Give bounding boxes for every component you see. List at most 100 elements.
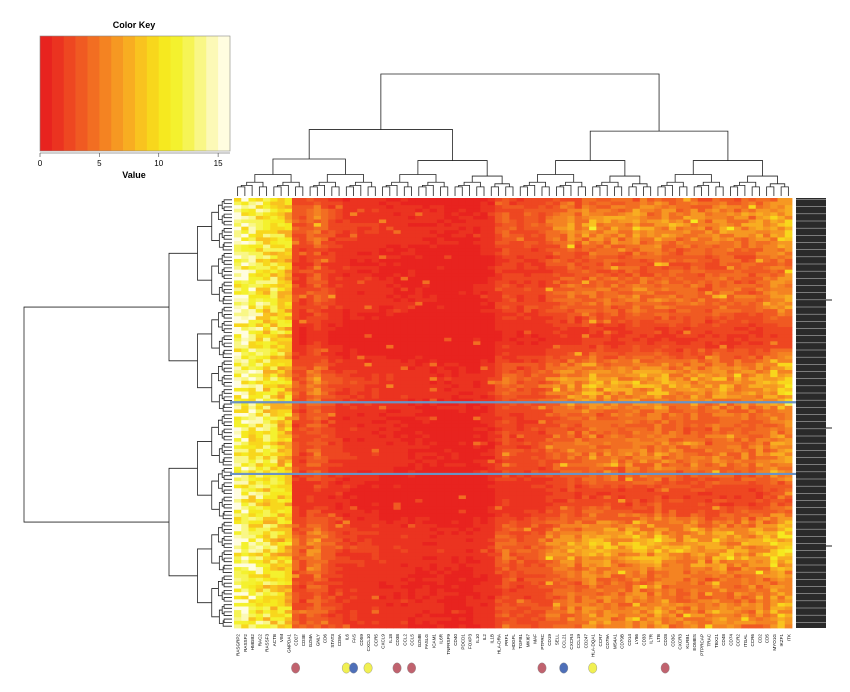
heatmap-cell	[364, 384, 373, 389]
heatmap-cell	[291, 373, 300, 378]
heatmap-cell	[335, 395, 344, 400]
heatmap-cell	[596, 405, 604, 410]
heatmap-cell	[415, 366, 423, 371]
heatmap-cell	[632, 305, 641, 310]
heatmap-cell	[552, 309, 561, 314]
heatmap-cell	[234, 398, 242, 403]
heatmap-cell	[741, 237, 749, 242]
heatmap-cell	[574, 291, 583, 296]
heatmap-cell	[589, 258, 597, 263]
heatmap-cell	[255, 416, 264, 421]
heatmap-cell	[458, 416, 467, 421]
heatmap-cell	[777, 319, 786, 324]
heatmap-cell	[458, 294, 467, 299]
heatmap-cell	[386, 395, 394, 400]
heatmap-cell	[632, 348, 641, 353]
heatmap-cell	[748, 387, 757, 392]
heatmap-cell	[770, 212, 778, 217]
heatmap-cell	[480, 230, 489, 235]
heatmap-cell	[429, 244, 438, 249]
heatmap-cell	[763, 223, 771, 228]
heatmap-cell	[589, 233, 597, 238]
heatmap-cell	[697, 352, 706, 357]
heatmap-cell	[494, 366, 503, 371]
heatmap-cell	[342, 337, 351, 342]
heatmap-cell	[407, 248, 416, 253]
heatmap-cell	[313, 248, 322, 253]
heatmap-cell	[668, 337, 677, 342]
heatmap-cell	[270, 276, 278, 281]
row-dendrogram-branch	[223, 335, 232, 340]
heatmap-cell	[444, 337, 452, 342]
heatmap-cell	[668, 266, 677, 271]
heatmap-cell	[473, 276, 481, 281]
heatmap-cell	[668, 370, 677, 374]
heatmap-cell	[741, 316, 749, 321]
heatmap-cell	[697, 373, 706, 378]
heatmap-cell	[603, 344, 612, 349]
heatmap-cell	[320, 230, 329, 235]
heatmap-cell	[277, 370, 286, 374]
heatmap-cell	[313, 352, 322, 357]
heatmap-cell	[400, 337, 409, 342]
heatmap-cell	[255, 370, 264, 374]
heatmap-cell	[415, 309, 423, 314]
heatmap-cell	[248, 387, 257, 392]
heatmap-cell	[632, 334, 641, 339]
heatmap-cell	[349, 309, 358, 314]
heatmap-cell	[270, 226, 278, 231]
heatmap-cell	[777, 366, 786, 371]
heatmap-cell	[705, 370, 713, 374]
heatmap-cell	[567, 395, 575, 400]
heatmap-cell	[335, 377, 344, 382]
heatmap-cell	[291, 387, 300, 392]
heatmap-cell	[313, 384, 322, 389]
heatmap-cell	[436, 226, 445, 231]
heatmap-cell	[697, 258, 706, 263]
heatmap-cell	[313, 251, 322, 256]
heatmap-cell	[444, 230, 452, 235]
row-dendrogram-branch	[223, 235, 232, 240]
heatmap-cell	[371, 223, 380, 228]
heatmap-cell	[603, 319, 612, 324]
heatmap-cell	[357, 359, 365, 364]
heatmap-cell	[531, 384, 539, 389]
heatmap-cell	[581, 205, 590, 210]
heatmap-cell	[741, 341, 749, 346]
column-dendrogram-branch	[463, 181, 481, 187]
heatmap-cell	[719, 198, 728, 202]
heatmap-cell	[465, 348, 474, 353]
heatmap-cell	[726, 402, 735, 407]
heatmap-cell	[741, 219, 749, 224]
heatmap-cell	[262, 233, 271, 238]
heatmap-cell	[378, 208, 387, 213]
heatmap-cell	[284, 409, 293, 414]
heatmap-cell	[705, 327, 713, 331]
heatmap-cell	[371, 405, 380, 410]
heatmap-cell	[531, 258, 539, 263]
heatmap-cell	[639, 402, 648, 407]
heatmap-cell	[277, 266, 286, 271]
heatmap-cell	[712, 309, 720, 314]
heatmap-cell	[400, 330, 409, 335]
heatmap-cell	[349, 377, 358, 382]
heatmap-cell	[277, 413, 286, 417]
heatmap-cell	[610, 255, 619, 260]
heatmap-cell	[270, 398, 278, 403]
heatmap-cell	[647, 352, 655, 357]
color-key-band	[218, 36, 231, 151]
heatmap-cell	[320, 409, 329, 414]
heatmap-cell	[603, 395, 612, 400]
heatmap-cell	[299, 215, 307, 220]
heatmap-cell	[625, 273, 633, 278]
heatmap-cell	[683, 402, 691, 407]
heatmap-cell	[763, 230, 771, 235]
heatmap-cell	[306, 241, 315, 245]
heatmap-cell	[480, 276, 489, 281]
heatmap-cell	[422, 327, 431, 331]
heatmap-cell	[487, 305, 496, 310]
heatmap-cell	[371, 398, 380, 403]
heatmap-cell	[719, 409, 728, 414]
heatmap-cell	[603, 323, 612, 328]
heatmap-cell	[393, 276, 402, 281]
